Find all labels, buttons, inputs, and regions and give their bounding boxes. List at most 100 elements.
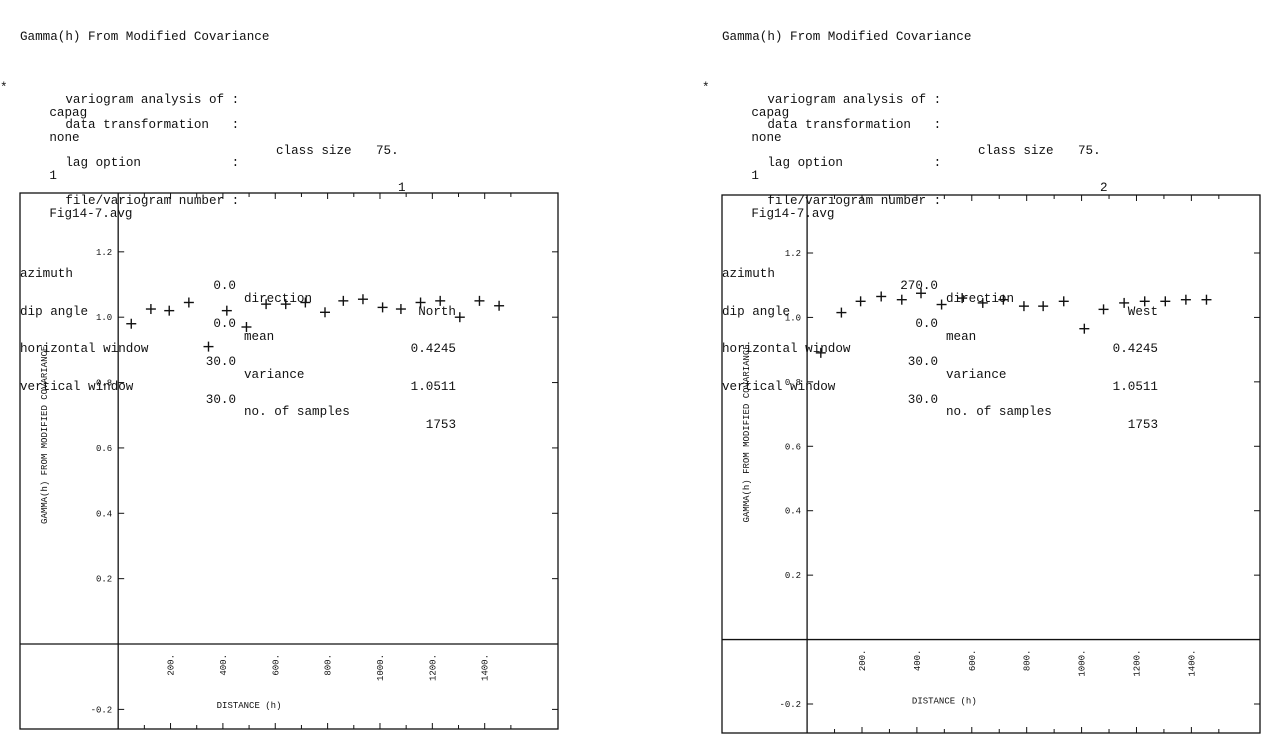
data-point [183, 297, 194, 308]
x-tick-label: 1400. [481, 654, 491, 681]
param-label: dip angle [722, 304, 791, 319]
data-point [876, 291, 887, 302]
row-label: data transformation : [767, 118, 942, 133]
data-point [836, 307, 847, 318]
param-label: direction [244, 292, 313, 307]
param-value: 30.0 [907, 355, 938, 370]
x-tick-label: 1000. [1078, 650, 1088, 677]
y-tick-label: 0.8 [96, 379, 112, 389]
data-point [1139, 296, 1150, 307]
data-point [454, 312, 465, 323]
data-point [126, 318, 137, 329]
data-point [1079, 323, 1090, 334]
row-value: Fig14-7.avg [751, 206, 835, 221]
param-label: horizontal window [20, 342, 149, 357]
y-tick-label: 0.6 [785, 442, 801, 452]
param-value: 0.4245 [410, 342, 456, 357]
param-value: West [1127, 304, 1158, 319]
param-label: vertical window [20, 380, 134, 395]
y-tick-label: 0.2 [96, 575, 112, 585]
asterisk-marker: * [0, 80, 8, 95]
param-label: no. of samples [244, 405, 350, 420]
param-value: 1753 [425, 418, 456, 432]
x-tick-label: 800. [1023, 650, 1033, 672]
x-tick-label: 400. [219, 654, 229, 676]
param-label: no. of samples [946, 405, 1052, 420]
x-tick-label: 1200. [428, 654, 438, 681]
variogram-number: 1 [398, 181, 406, 196]
report-header: Gamma(h) From Modified Covariance * vari… [702, 6, 1158, 431]
data-point [977, 297, 988, 308]
row-label: variogram analysis of : [65, 93, 240, 108]
data-point [338, 295, 349, 306]
param-label: variance [946, 367, 1007, 382]
row-value: capag [49, 105, 88, 120]
data-point [1018, 301, 1029, 312]
y-tick-label: 0.2 [785, 571, 801, 581]
data-point [395, 304, 406, 315]
data-point [957, 293, 968, 304]
row-value: Fig14-7.avg [49, 206, 133, 221]
y-tick-label: -0.2 [779, 700, 801, 710]
param-label: variance [244, 367, 305, 382]
data-point [300, 297, 311, 308]
data-point [474, 295, 485, 306]
param-value: 0.0 [213, 317, 236, 332]
x-tick-label: 600. [271, 654, 281, 676]
data-point [1201, 294, 1212, 305]
row-value: none [751, 130, 782, 145]
x-tick-label: 200. [167, 654, 177, 676]
param-value: 270.0 [900, 279, 938, 294]
row-value: 1 [751, 168, 759, 183]
data-point [280, 299, 291, 310]
param-label: vertical window [722, 380, 836, 395]
plot-frame [721, 194, 1261, 734]
y-tick-label: -0.2 [91, 705, 113, 715]
data-point [435, 295, 446, 306]
data-point [1160, 296, 1171, 307]
report-title: Gamma(h) From Modified Covariance [20, 30, 270, 45]
row-label: lag option : [65, 156, 240, 171]
param-label: dip angle [20, 304, 89, 319]
data-point [164, 305, 175, 316]
param-value: North [418, 304, 456, 319]
data-point [855, 296, 866, 307]
data-point [936, 299, 947, 310]
data-point [1119, 297, 1130, 308]
x-tick-label: 200. [858, 650, 868, 672]
param-value: 1753 [1127, 418, 1158, 432]
param-label: azimuth [722, 266, 775, 281]
param-value: 1.0511 [1112, 380, 1158, 395]
y-tick-label: 0.6 [96, 444, 112, 454]
data-point [319, 307, 330, 318]
variogram-panel-west: Gamma(h) From Modified Covariance * vari… [702, 0, 1268, 736]
data-point [1038, 301, 1049, 312]
y-tick-label: 0.4 [785, 507, 801, 517]
x-tick-label: 600. [968, 650, 978, 672]
x-tick-label: 1400. [1187, 650, 1197, 677]
data-point [1180, 294, 1191, 305]
param-value: 1.0511 [410, 380, 456, 395]
variogram-panel-north: Gamma(h) From Modified Covariance * vari… [0, 0, 600, 736]
y-tick-label: 1.0 [785, 313, 801, 323]
param-value: 0.0 [213, 279, 236, 294]
data-point [415, 297, 426, 308]
param-value: 30.0 [907, 392, 938, 407]
param-value: 0.4245 [1112, 342, 1158, 357]
report-header: Gamma(h) From Modified Covariance * vari… [0, 6, 456, 431]
variogram-number: 2 [1100, 181, 1108, 196]
data-point [1058, 296, 1069, 307]
row-value: 1 [49, 168, 57, 183]
variogram-plot: 200. 400. 600. 800. 1000. 1200. 1400. -0.2 0.2 0.… [721, 194, 1261, 734]
data-point [145, 304, 156, 315]
data-point [357, 294, 368, 305]
y-axis-title: GAMMA(h) FROM MODIFIED COVARIANCE [40, 346, 50, 524]
row-label: variogram analysis of : [767, 93, 942, 108]
data-point [896, 294, 907, 305]
y-tick-label: 1.0 [96, 313, 112, 323]
y-axis-title: GAMMA(h) FROM MODIFIED COVARIANCE [742, 344, 752, 522]
data-point [377, 302, 388, 313]
row-value: none [49, 130, 80, 145]
y-tick-label: 1.2 [785, 249, 801, 259]
asterisk-marker: * [702, 80, 710, 95]
